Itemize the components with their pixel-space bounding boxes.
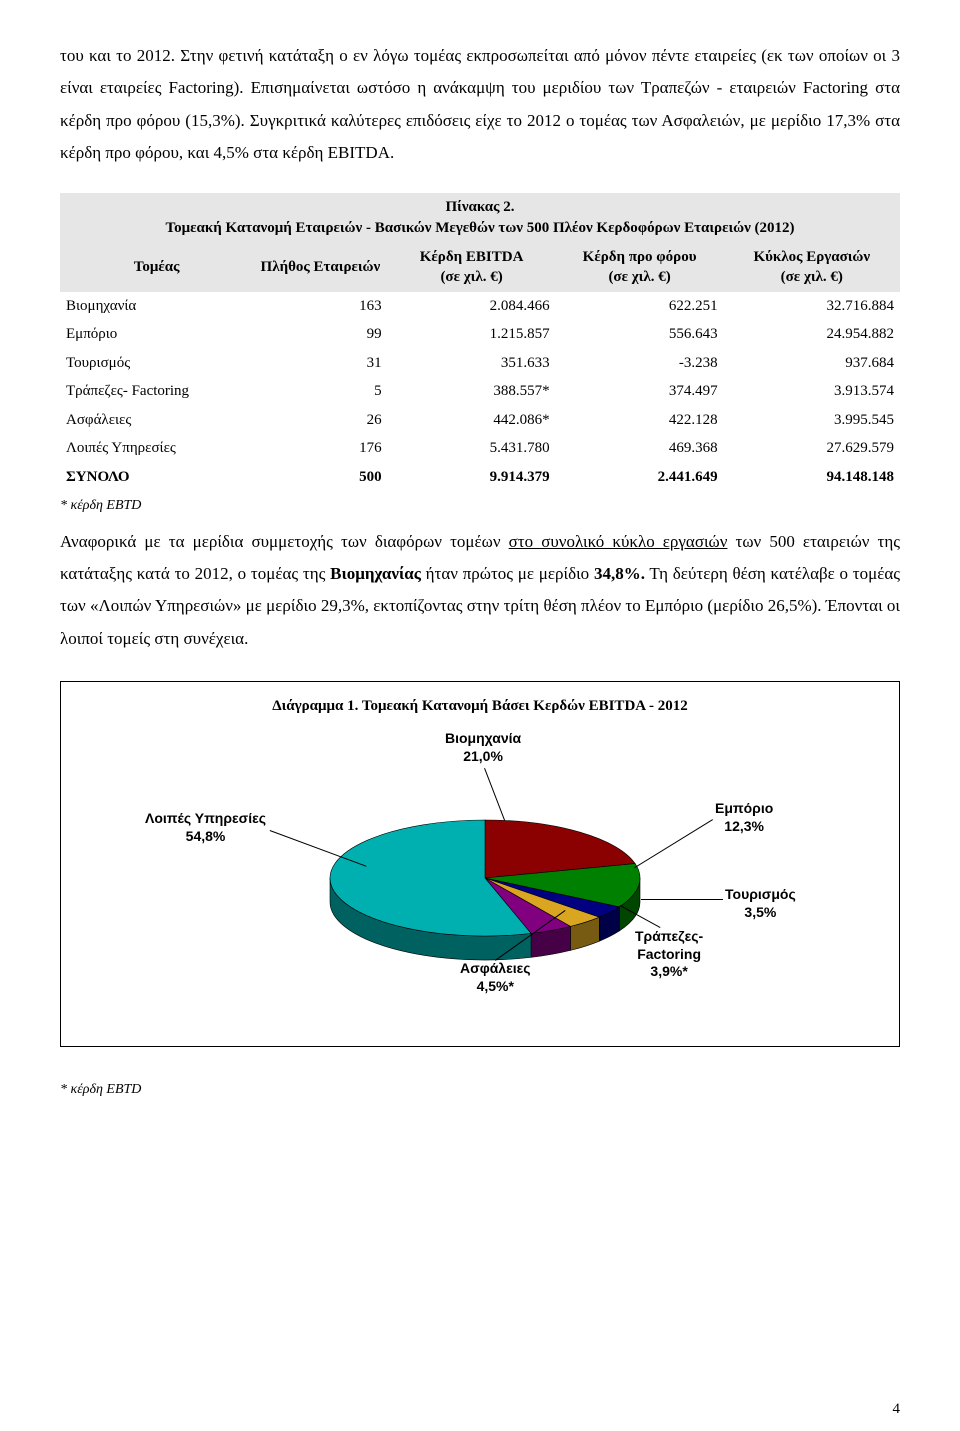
table-2: Πίνακας 2. Τομεακή Κατανομή Εταιρειών - … bbox=[60, 193, 900, 520]
table-row: Λοιπές Υπηρεσίες1765.431.780469.36827.62… bbox=[60, 434, 900, 463]
cell-pretax: -3.238 bbox=[556, 349, 724, 378]
cell-ebitda: 351.633 bbox=[388, 349, 556, 378]
paragraph-analysis: Αναφορικά με τα μερίδια συμμετοχής των δ… bbox=[60, 526, 900, 655]
table-title-line1: Πίνακας 2. bbox=[446, 199, 515, 215]
th-sector: Τομέας bbox=[60, 243, 253, 292]
chart-footnote: * κέρδη EBTD bbox=[60, 1077, 900, 1104]
cell-turnover: 3.995.545 bbox=[724, 406, 900, 435]
th-ebitda: Κέρδη EBITDA (σε χιλ. €) bbox=[388, 243, 556, 292]
cell-pretax: 556.643 bbox=[556, 320, 724, 349]
cell-pretax: 422.128 bbox=[556, 406, 724, 435]
cell-sector: Ασφάλειες bbox=[60, 406, 253, 435]
cell-turnover: 32.716.884 bbox=[724, 292, 900, 321]
page-number: 4 bbox=[893, 1395, 901, 1424]
cell-ebitda: 5.431.780 bbox=[388, 434, 556, 463]
table-row-total: ΣΥΝΟΛΟ5009.914.3792.441.64994.148.148 bbox=[60, 463, 900, 492]
label-loipes: Λοιπές Υπηρεσίες54,8% bbox=[145, 810, 266, 845]
cell-count: 5 bbox=[253, 377, 387, 406]
cell-count: 176 bbox=[253, 434, 387, 463]
cell-pretax: 622.251 bbox=[556, 292, 724, 321]
table-footnote: * κέρδη EBTD bbox=[60, 493, 900, 520]
cell-turnover: 3.913.574 bbox=[724, 377, 900, 406]
cell-ebitda: 388.557* bbox=[388, 377, 556, 406]
label-emporio: Εμπόριο12,3% bbox=[715, 800, 773, 835]
cell-count: 26 bbox=[253, 406, 387, 435]
cell-turnover: 937.684 bbox=[724, 349, 900, 378]
th-turnover: Κύκλος Εργασιών (σε χιλ. €) bbox=[724, 243, 900, 292]
table-row: Ασφάλειες26442.086*422.1283.995.545 bbox=[60, 406, 900, 435]
chart-1: Διάγραμμα 1. Τομεακή Κατανομή Βάσει Κερδ… bbox=[60, 681, 900, 1048]
cell-count: 99 bbox=[253, 320, 387, 349]
cell-sector: Λοιπές Υπηρεσίες bbox=[60, 434, 253, 463]
cell-sector: Βιομηχανία bbox=[60, 292, 253, 321]
cell-ebitda: 1.215.857 bbox=[388, 320, 556, 349]
table-row: Τράπεζες- Factoring5388.557*374.4973.913… bbox=[60, 377, 900, 406]
table-row: Βιομηχανία1632.084.466622.25132.716.884 bbox=[60, 292, 900, 321]
chart-area: Βιομηχανία21,0% Εμπόριο12,3% Τουρισμός3,5%… bbox=[75, 728, 885, 1028]
cell-ebitda: 2.084.466 bbox=[388, 292, 556, 321]
table-row: Εμπόριο991.215.857556.64324.954.882 bbox=[60, 320, 900, 349]
chart-title: Διάγραμμα 1. Τομεακή Κατανομή Βάσει Κερδ… bbox=[75, 692, 885, 721]
th-pretax: Κέρδη προ φόρου (σε χιλ. €) bbox=[556, 243, 724, 292]
cell-ebitda: 442.086* bbox=[388, 406, 556, 435]
sector-table: Τομέας Πλήθος Εταιρειών Κέρδη EBITDA (σε… bbox=[60, 243, 900, 491]
cell-sector: Τουρισμός bbox=[60, 349, 253, 378]
cell-pretax: 374.497 bbox=[556, 377, 724, 406]
label-trapezes: Τράπεζες-Factoring3,9%* bbox=[635, 928, 703, 981]
cell-sector: Τράπεζες- Factoring bbox=[60, 377, 253, 406]
cell-pretax: 469.368 bbox=[556, 434, 724, 463]
cell-sector: Εμπόριο bbox=[60, 320, 253, 349]
label-tourismos: Τουρισμός3,5% bbox=[725, 886, 796, 921]
cell-turnover: 27.629.579 bbox=[724, 434, 900, 463]
paragraph-intro: του και το 2012. Στην φετινή κατάταξη ο … bbox=[60, 40, 900, 169]
cell-count: 31 bbox=[253, 349, 387, 378]
table-row: Τουρισμός31351.633-3.238937.684 bbox=[60, 349, 900, 378]
label-biomixania: Βιομηχανία21,0% bbox=[445, 730, 521, 765]
table-title: Πίνακας 2. Τομεακή Κατανομή Εταιρειών - … bbox=[60, 193, 900, 243]
label-asfaleies: Ασφάλειες4,5%* bbox=[460, 960, 531, 995]
cell-turnover: 24.954.882 bbox=[724, 320, 900, 349]
th-count: Πλήθος Εταιρειών bbox=[253, 243, 387, 292]
table-title-line2: Τομεακή Κατανομή Εταιρειών - Βασικών Μεγ… bbox=[165, 220, 794, 236]
cell-count: 163 bbox=[253, 292, 387, 321]
